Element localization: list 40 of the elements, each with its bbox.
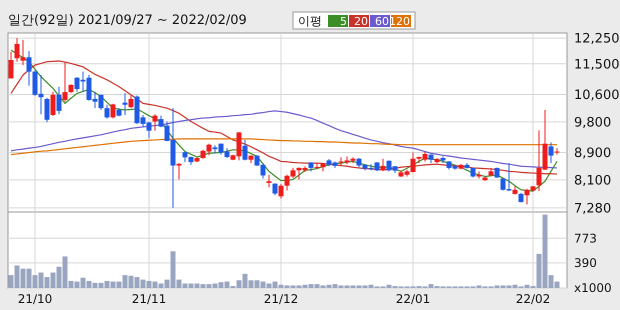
legend-title: 이평 [298, 14, 322, 28]
x-tick-label: 22/01 [396, 292, 430, 306]
candlestick [380, 158, 386, 172]
candlestick [8, 51, 14, 79]
y-tick-label: 10,600 [574, 88, 620, 104]
x-tick-label: 21/10 [18, 292, 52, 306]
candlestick [62, 61, 68, 102]
y-tick-label: 390 [574, 256, 597, 270]
candlestick [26, 50, 32, 86]
y-tick-label: 8,900 [574, 146, 612, 162]
y-tick-label: 11,500 [574, 57, 620, 72]
candlestick [518, 192, 524, 203]
y-tick-label: x1000 [574, 281, 612, 296]
y-tick-label: 12,250 [574, 32, 620, 47]
y-tick-label: 7,280 [574, 201, 612, 216]
y-tick-label: 9,800 [574, 115, 612, 130]
y-tick-label: 773 [574, 231, 597, 246]
candlestick [278, 183, 284, 200]
candlestick [242, 139, 248, 161]
y-tick-label: 8,100 [574, 173, 612, 188]
candlestick [548, 142, 554, 164]
candlestick [152, 114, 158, 132]
candlestick [56, 86, 62, 115]
text: 20 [354, 15, 368, 28]
x-tick-label: 22/02 [516, 292, 550, 306]
candlestick [110, 103, 116, 119]
x-tick-label: 21/11 [132, 292, 166, 306]
candlestick [50, 91, 56, 117]
candlestick [104, 104, 110, 120]
candlestick [494, 167, 500, 178]
x-tick-label: 21/12 [264, 292, 298, 306]
text: 60 [375, 15, 389, 28]
text: 120 [389, 15, 410, 28]
candlestick [44, 97, 50, 123]
candlestick [128, 95, 134, 109]
chart-title: 일간(92일) 2021/09/27 ~ 2022/02/09 [8, 13, 247, 28]
candlestick [470, 167, 476, 178]
text: 5 [340, 15, 347, 28]
candlestick [122, 92, 128, 116]
candlestick [308, 162, 314, 172]
